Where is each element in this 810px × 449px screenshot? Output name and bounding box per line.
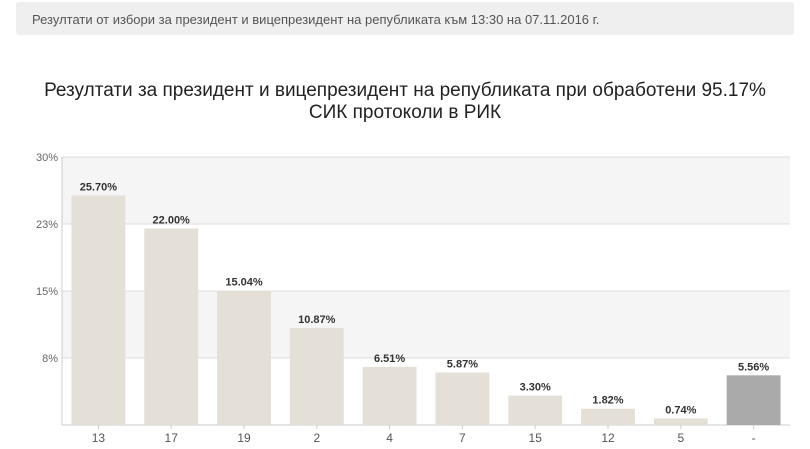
data-label: 10.87%	[298, 314, 336, 326]
bar	[217, 290, 271, 425]
bar	[435, 372, 490, 425]
data-label: 22.00%	[153, 214, 191, 226]
bar	[71, 195, 126, 425]
x-tick-label: 4	[386, 431, 393, 445]
data-label: 0.74%	[665, 404, 696, 416]
x-tick-label: 19	[237, 431, 251, 445]
data-label: 25.70%	[80, 181, 118, 193]
y-tick-label: 30%	[36, 152, 58, 164]
bar	[726, 375, 781, 425]
bar	[508, 395, 563, 425]
bar	[289, 327, 344, 425]
x-tick-label: 5	[677, 431, 684, 445]
header-text: Резултати от избори за президент и вицеп…	[32, 12, 600, 27]
bar	[581, 408, 635, 425]
data-label: 5.87%	[447, 359, 478, 371]
x-tick-label: 17	[165, 431, 179, 445]
x-tick-label: 13	[92, 431, 106, 445]
data-label: 15.04%	[225, 277, 263, 289]
chart-title-line1: Резултати за президент и вицепрезидент н…	[44, 80, 766, 101]
y-tick-label: 15%	[36, 286, 58, 298]
data-label: 5.56%	[738, 361, 769, 373]
bar	[653, 418, 708, 425]
y-tick-label: 23%	[36, 219, 58, 231]
x-tick-label: 15	[529, 431, 543, 445]
y-tick-label: 8%	[42, 353, 58, 365]
data-label: 3.30%	[520, 382, 551, 394]
x-tick-label: -	[752, 431, 756, 445]
grid-band	[62, 157, 790, 224]
bar	[362, 366, 417, 425]
x-tick-label: 2	[313, 431, 320, 445]
data-label: 1.82%	[592, 395, 623, 407]
bar	[144, 228, 199, 425]
chart-title-line2: СИК протоколи в РИК	[308, 102, 502, 123]
x-tick-label: 12	[601, 431, 615, 445]
chart-title: Резултати за президент и вицепрезидент н…	[0, 80, 810, 124]
data-label: 6.51%	[374, 353, 405, 365]
header-bar: Резултати от избори за президент и вицеп…	[16, 2, 794, 35]
x-tick-label: 7	[459, 431, 466, 445]
